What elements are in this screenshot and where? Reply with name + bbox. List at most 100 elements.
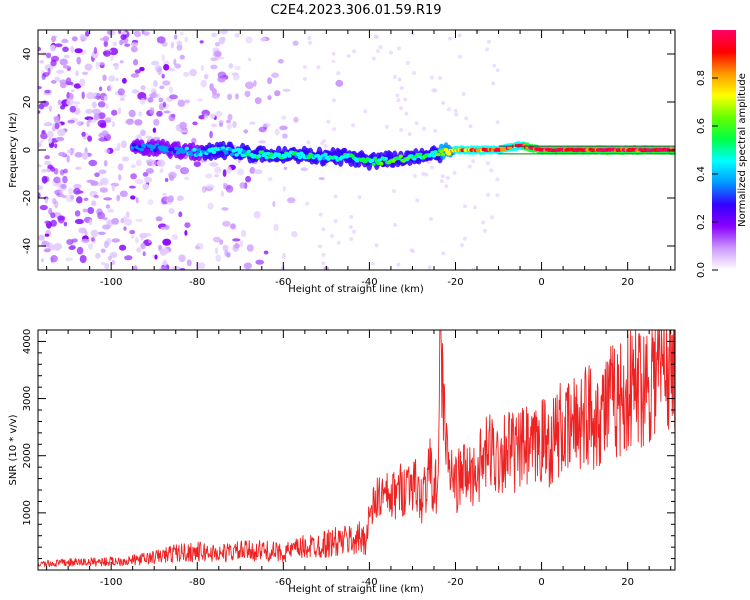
- noise-blob: [175, 164, 182, 170]
- noise-blob: [485, 47, 490, 52]
- noise-blob: [209, 113, 216, 119]
- noise-blob: [253, 211, 261, 219]
- noise-blob: [39, 60, 44, 64]
- noise-blob: [87, 207, 95, 214]
- noise-blob: [134, 69, 141, 74]
- noise-blob: [245, 81, 254, 90]
- noise-blob: [217, 71, 227, 79]
- noise-blob: [57, 128, 66, 137]
- noise-blob: [305, 201, 310, 206]
- noise-blob: [118, 30, 122, 34]
- noise-blob: [445, 175, 450, 180]
- ridge-core: [398, 154, 403, 159]
- noise-blob: [318, 177, 325, 181]
- noise-blob: [162, 80, 171, 86]
- noise-blob: [486, 192, 491, 197]
- noise-blob: [392, 74, 397, 79]
- noise-blob: [70, 194, 75, 200]
- noise-blob: [194, 245, 200, 250]
- ridge-core: [315, 154, 321, 158]
- noise-blob: [42, 72, 49, 77]
- noise-blob: [271, 72, 280, 78]
- noise-blob: [174, 63, 182, 69]
- noise-blob: [111, 238, 121, 243]
- noise-blob: [403, 97, 408, 102]
- ridge-core: [229, 152, 235, 157]
- noise-blob: [391, 189, 396, 194]
- noise-blob: [232, 73, 240, 81]
- ridge-core: [184, 146, 190, 151]
- noise-blob: [168, 208, 175, 215]
- noise-blob: [198, 262, 206, 270]
- ridge-core: [139, 147, 144, 152]
- spectrogram-y-ticks: -40 -20 0 20 40: [22, 48, 675, 254]
- ridge-core: [242, 149, 247, 154]
- noise-blob: [65, 257, 73, 262]
- noise-blob: [44, 89, 51, 94]
- noise-blob: [155, 216, 163, 222]
- noise-blob: [441, 100, 446, 105]
- x-tick-label: -40: [361, 577, 377, 588]
- noise-blob: [153, 118, 160, 126]
- noise-blob: [59, 58, 68, 66]
- noise-blob: [164, 178, 169, 182]
- noise-blob: [81, 91, 85, 100]
- y-tick-label: 40: [22, 48, 33, 61]
- noise-blob: [59, 189, 64, 195]
- noise-blob: [485, 161, 490, 166]
- noise-blob: [50, 59, 57, 67]
- noise-blob: [82, 208, 88, 213]
- noise-blob: [468, 124, 473, 129]
- noise-blob: [96, 92, 101, 101]
- noise-blob: [193, 161, 201, 168]
- noise-blob: [105, 103, 109, 109]
- noise-blob: [486, 39, 491, 44]
- noise-blob: [444, 184, 449, 189]
- noise-blob: [267, 95, 272, 101]
- noise-blob: [129, 185, 136, 189]
- noise-blob: [307, 36, 312, 41]
- ridge-core: [234, 153, 239, 157]
- noise-blob: [134, 30, 141, 38]
- noise-blob: [151, 60, 160, 66]
- noise-blob: [267, 177, 273, 182]
- noise-blob: [222, 220, 231, 227]
- noise-blob: [427, 265, 432, 270]
- noise-blob: [376, 49, 380, 54]
- noise-blob: [103, 148, 110, 154]
- noise-blob: [62, 175, 68, 184]
- noise-blob: [300, 167, 309, 172]
- noise-blob: [44, 64, 54, 71]
- noise-blob: [192, 121, 198, 126]
- noise-blob: [225, 119, 231, 124]
- ridge-core: [370, 158, 375, 163]
- noise-blob: [170, 41, 175, 49]
- noise-blob: [176, 40, 183, 46]
- ridge-core: [257, 154, 262, 158]
- noise-blob: [70, 45, 74, 54]
- noise-blob: [97, 112, 106, 120]
- ridge-core: [174, 146, 179, 151]
- noise-blob: [181, 167, 189, 174]
- noise-blob: [177, 195, 183, 201]
- noise-blob: [69, 105, 77, 113]
- noise-blob: [495, 68, 500, 73]
- noise-blob: [220, 30, 228, 35]
- noise-blob: [50, 44, 56, 52]
- ridge-core: [439, 149, 444, 154]
- ridge-core: [196, 148, 202, 152]
- noise-blob: [134, 119, 143, 126]
- noise-blob: [76, 246, 84, 255]
- noise-blob: [154, 254, 158, 260]
- noise-blob: [50, 166, 56, 172]
- noise-blob: [332, 127, 336, 132]
- noise-blob: [234, 242, 240, 249]
- noise-blob: [163, 110, 171, 114]
- ridge-core: [246, 149, 251, 154]
- noise-blob: [198, 115, 205, 120]
- ridge-core: [260, 150, 265, 154]
- x-tick-label: 20: [621, 577, 634, 588]
- noise-blob: [209, 83, 214, 91]
- noise-blob: [215, 254, 221, 262]
- noise-blob: [73, 187, 81, 195]
